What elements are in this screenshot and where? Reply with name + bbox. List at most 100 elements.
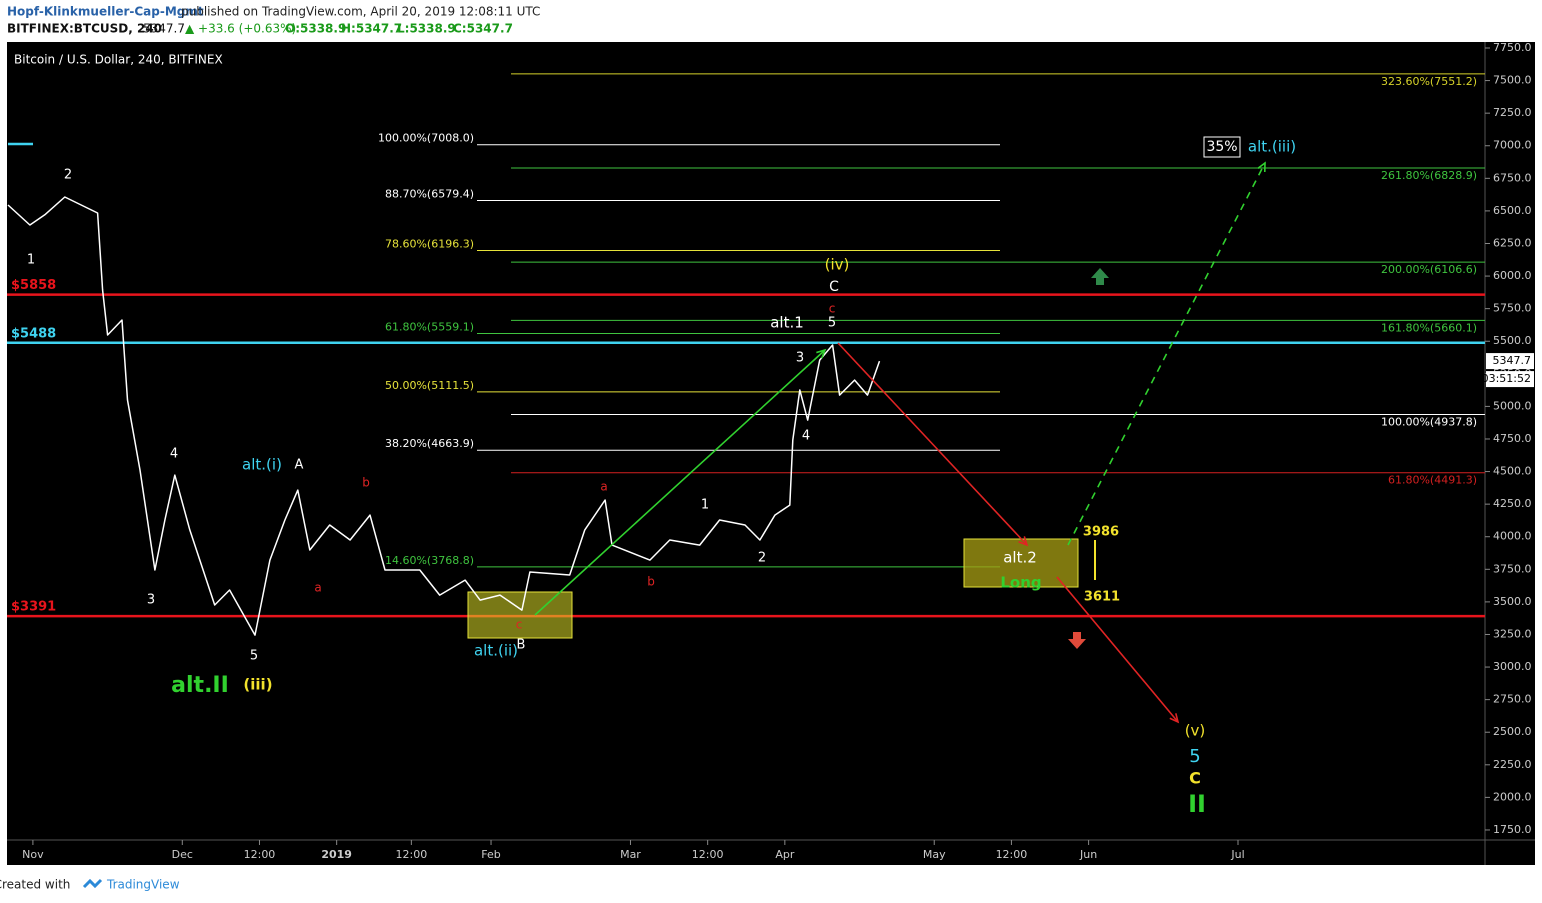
wave-label: 5 bbox=[250, 649, 258, 664]
fib-label: 200.00%(6106.6) bbox=[1381, 263, 1477, 276]
wave-label: C bbox=[829, 279, 839, 295]
x-tick-label: Nov bbox=[22, 848, 44, 861]
y-tick-label: 6250.0 bbox=[1493, 236, 1532, 249]
change: ▲ +33.6 (+0.63%) bbox=[185, 22, 296, 36]
arrow-head bbox=[1018, 536, 1029, 547]
wave-label: A bbox=[295, 458, 304, 473]
y-tick-label: 4750.0 bbox=[1493, 432, 1532, 445]
wave-label: alt.(iii) bbox=[1248, 138, 1296, 156]
x-tick-label: Apr bbox=[775, 848, 795, 861]
price-level-label: $3391 bbox=[11, 600, 56, 615]
arrow-head bbox=[816, 348, 827, 359]
y-tick-label: 4250.0 bbox=[1493, 497, 1532, 510]
x-tick-label: May bbox=[923, 848, 946, 861]
ohlc-value: L:5338.9 bbox=[397, 22, 456, 36]
wave-label: 3 bbox=[796, 351, 804, 366]
arrow-head bbox=[1257, 161, 1266, 173]
y-tick-label: 7250.0 bbox=[1493, 106, 1532, 119]
y-tick-label: 5750.0 bbox=[1493, 302, 1532, 315]
fib-label: 323.60%(7551.2) bbox=[1381, 75, 1477, 88]
x-tick-label: 12:00 bbox=[692, 848, 724, 861]
wave-label: a bbox=[600, 480, 607, 494]
x-tick-label: Feb bbox=[481, 848, 500, 861]
y-tick-label: 7500.0 bbox=[1493, 74, 1532, 87]
y-tick-label: 2250.0 bbox=[1493, 758, 1532, 771]
y-tick-label: 6500.0 bbox=[1493, 204, 1532, 217]
x-tick-label: Mar bbox=[620, 848, 641, 861]
arrow bbox=[837, 342, 1028, 546]
fib-label: 100.00%(4937.8) bbox=[1381, 416, 1477, 429]
wave-label: c bbox=[516, 618, 523, 632]
ohlc-value: C:5347.7 bbox=[453, 22, 513, 36]
label-box bbox=[1203, 136, 1241, 158]
fib-label: 161.80%(5660.1) bbox=[1381, 321, 1477, 334]
wave-label: b bbox=[647, 575, 655, 589]
y-tick-label: 5000.0 bbox=[1493, 399, 1532, 412]
y-tick-label: 6000.0 bbox=[1493, 269, 1532, 282]
wave-label: 1 bbox=[27, 253, 35, 268]
wave-label: alt.(i) bbox=[242, 456, 282, 474]
publisher[interactable]: Hopf-Klinkmueller-Cap-Mgmt bbox=[7, 5, 204, 19]
countdown-tag bbox=[1486, 371, 1534, 388]
zone-box bbox=[467, 591, 573, 639]
wave-label: 5 bbox=[828, 316, 836, 331]
arrow-head bbox=[1169, 713, 1180, 724]
y-tick-label: 3500.0 bbox=[1493, 595, 1532, 608]
price-level-label: $5858 bbox=[11, 278, 56, 293]
wave-label: 3611 bbox=[1084, 590, 1120, 605]
wave-label: alt.II bbox=[171, 673, 229, 698]
fib-label: 50.00%(5111.5) bbox=[385, 379, 474, 392]
x-tick-label: 2019 bbox=[321, 848, 352, 861]
price-level-label: $5488 bbox=[11, 326, 56, 341]
wave-label: Long bbox=[1000, 574, 1041, 592]
wave-label: c bbox=[829, 302, 836, 316]
wave-label: (v) bbox=[1185, 722, 1206, 740]
wave-label: 35% bbox=[1206, 139, 1237, 155]
x-tick-label: 12:00 bbox=[996, 848, 1028, 861]
wave-label: a bbox=[314, 581, 321, 595]
fib-label: 261.80%(6828.9) bbox=[1381, 169, 1477, 182]
wave-label: alt.(ii) bbox=[474, 642, 518, 660]
y-tick-label: 2750.0 bbox=[1493, 693, 1532, 706]
ohlc-value: H:5347.7 bbox=[341, 22, 402, 36]
y-tick-label: 4000.0 bbox=[1493, 530, 1532, 543]
fib-label: 88.70%(6579.4) bbox=[385, 188, 474, 201]
wave-label: 3 bbox=[147, 593, 155, 608]
wave-label: 1 bbox=[701, 498, 709, 513]
wave-label: 2 bbox=[758, 551, 766, 566]
footer-text: Created with bbox=[0, 878, 70, 892]
chart-title: Bitcoin / U.S. Dollar, 240, BITFINEX bbox=[14, 53, 223, 67]
x-tick-label: 12:00 bbox=[244, 848, 276, 861]
last-price-header: 5347.7 bbox=[143, 22, 185, 36]
wave-label: 3986 bbox=[1083, 525, 1119, 540]
arrow bbox=[534, 349, 826, 616]
y-tick-label: 2000.0 bbox=[1493, 790, 1532, 803]
chart-background bbox=[7, 42, 1535, 865]
y-tick-label: 3000.0 bbox=[1493, 660, 1532, 673]
fib-label: 61.80%(5559.1) bbox=[385, 321, 474, 334]
fib-label: 100.00%(7008.0) bbox=[378, 132, 474, 145]
tv-logo bbox=[82, 878, 103, 889]
fib-label: 78.60%(6196.3) bbox=[385, 237, 474, 250]
y-tick-label: 7000.0 bbox=[1493, 139, 1532, 152]
wave-label: alt.2 bbox=[1003, 549, 1037, 567]
wave-label: B bbox=[517, 638, 526, 653]
wave-label: alt.1 bbox=[770, 314, 804, 332]
fib-label: 61.80%(4491.3) bbox=[1388, 474, 1477, 487]
countdown-label: 03:51:52 bbox=[1482, 372, 1531, 385]
down-icon bbox=[1068, 632, 1086, 649]
wave-label: b bbox=[362, 476, 370, 490]
y-tick-label: 5500.0 bbox=[1493, 334, 1532, 347]
y-tick-label: 2500.0 bbox=[1493, 725, 1532, 738]
y-tick-label: 6750.0 bbox=[1493, 171, 1532, 184]
footer-brand[interactable]: TradingView bbox=[106, 878, 180, 892]
price-line bbox=[7, 196, 881, 636]
wave-label: (iii) bbox=[243, 676, 272, 694]
fib-label: 14.60%(3768.8) bbox=[385, 554, 474, 567]
x-tick-label: Dec bbox=[172, 848, 193, 861]
fib-label: 38.20%(4663.9) bbox=[385, 437, 474, 450]
up-icon bbox=[1091, 268, 1109, 285]
wave-label: 4 bbox=[170, 447, 178, 462]
wave-label: C bbox=[1189, 769, 1201, 788]
